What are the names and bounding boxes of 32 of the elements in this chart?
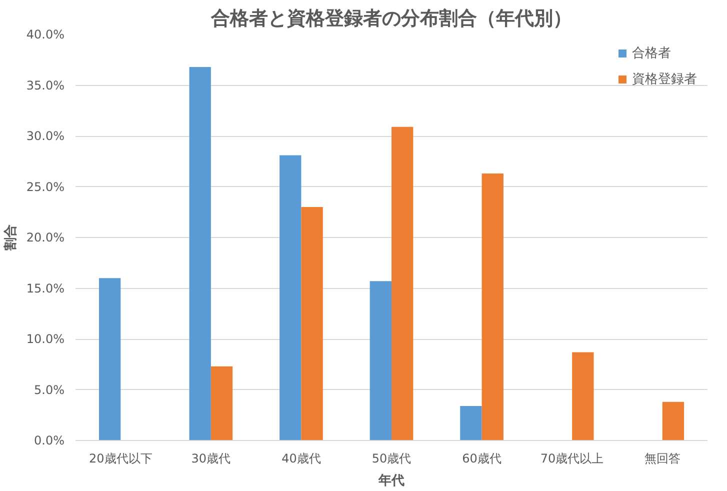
y-tick-label: 30.0% [26, 129, 65, 143]
y-tick-label: 10.0% [26, 332, 65, 346]
legend-label: 合格者 [632, 45, 671, 62]
bar [370, 281, 392, 440]
bar [460, 406, 482, 440]
x-tick-label: 20歳代以下 [89, 452, 152, 466]
x-tick-label: 40歳代 [282, 452, 321, 466]
bar [301, 207, 323, 440]
bar [189, 66, 211, 440]
bar [98, 278, 121, 440]
x-tick-label: 60歳代 [462, 452, 502, 466]
x-tick-label: 70歳代以上 [540, 452, 604, 466]
bar [280, 155, 302, 440]
x-tick-label: 30歳代 [191, 452, 231, 466]
bar [210, 366, 233, 440]
x-tick-label: 無回答 [644, 452, 680, 466]
x-tick-label: 50歳代 [372, 452, 412, 466]
bar [572, 352, 594, 440]
bar [662, 402, 684, 440]
x-axis-title: 年代 [378, 474, 404, 488]
bar [482, 174, 504, 440]
y-tick-label: 5.0% [34, 382, 65, 397]
y-tick-label: 40.0% [26, 28, 65, 42]
y-tick-label: 20.0% [26, 230, 65, 244]
legend-label: 資格登録者 [632, 71, 697, 88]
y-tick-label: 25.0% [26, 180, 65, 194]
bar [392, 126, 414, 440]
y-tick-label: 15.0% [26, 281, 65, 296]
chart-title: 合格者と資格登録者の分布割合（年代別） [210, 8, 572, 30]
y-tick-label: 35.0% [26, 78, 65, 92]
y-axis-title: 割合 [2, 224, 18, 252]
y-tick-label: 0.0% [34, 434, 65, 448]
